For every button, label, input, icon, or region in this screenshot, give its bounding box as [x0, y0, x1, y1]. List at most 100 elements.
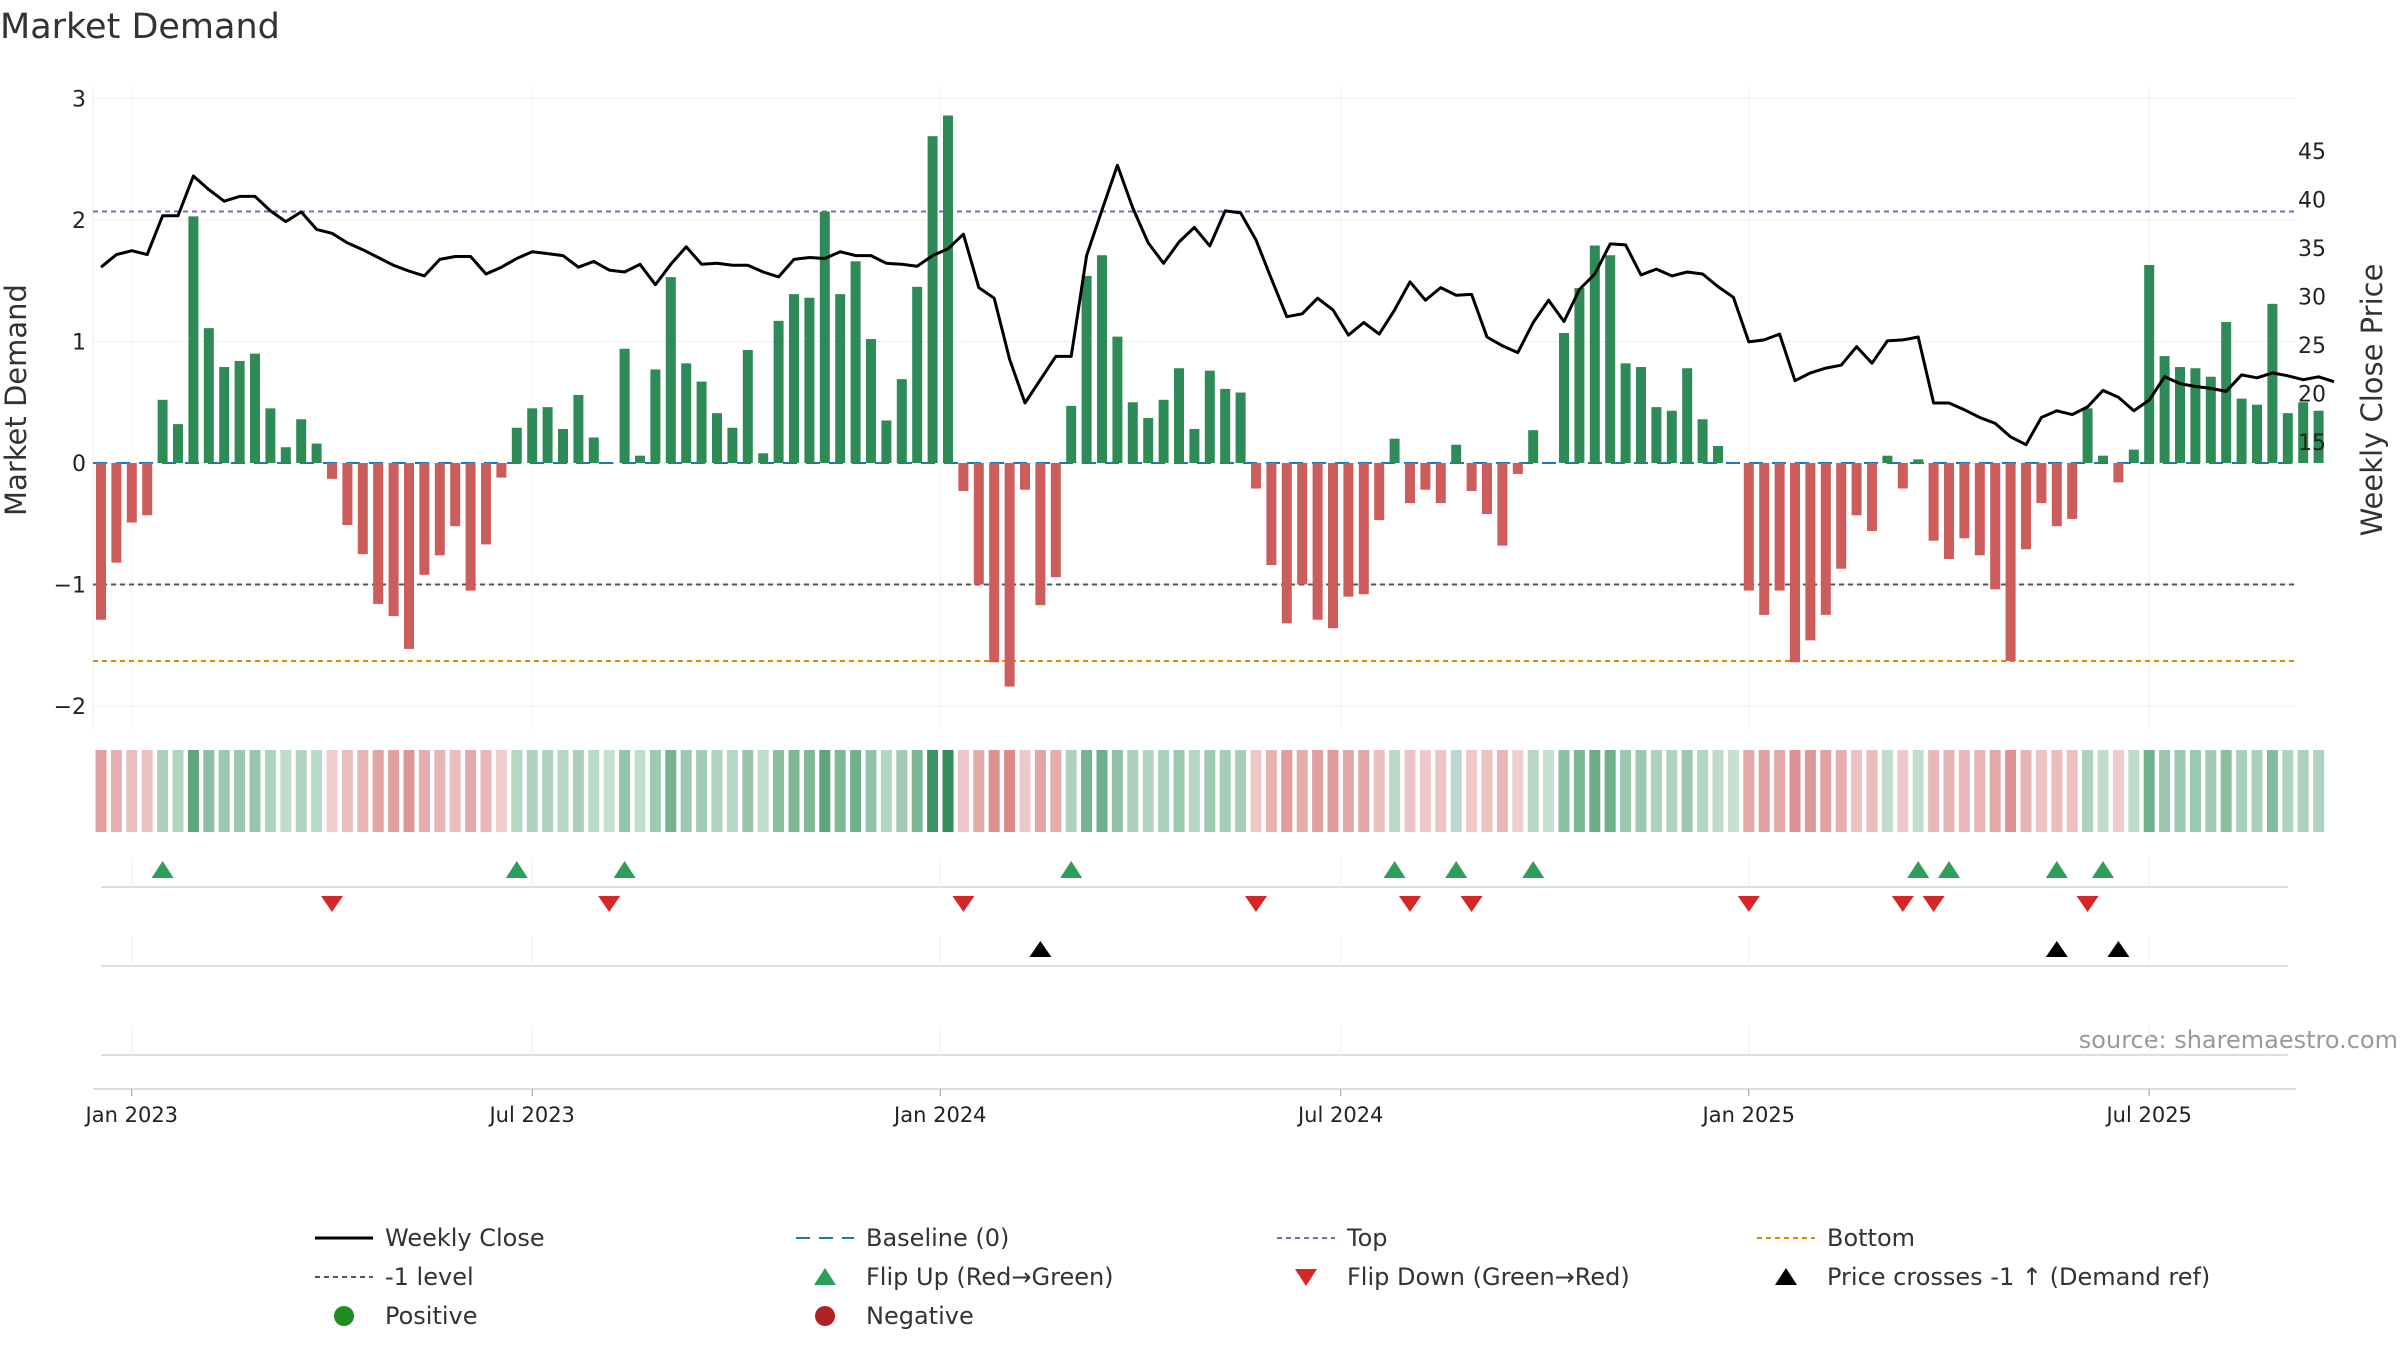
demand-bar-106: [1728, 463, 1739, 464]
heat-cell-44: [773, 750, 785, 832]
demand-bar-38: [681, 363, 692, 463]
flip-up-marker-4: [1383, 861, 1406, 878]
heat-cell-53: [911, 750, 923, 832]
flip-down-marker-1: [598, 896, 621, 912]
demand-bar-96: [1574, 288, 1585, 463]
demand-bar-27: [511, 427, 522, 463]
heat-cell-103: [1681, 750, 1693, 832]
demand-bar-2: [126, 463, 137, 523]
heat-cell-84: [1389, 750, 1401, 832]
demand-bar-12: [280, 447, 291, 463]
y-axis-left-label: Market Demand: [0, 284, 33, 516]
flip-up-marker-1: [505, 861, 528, 878]
demand-bar-15: [327, 463, 337, 479]
demand-bar-73: [1220, 388, 1231, 463]
demand-bar-117: [1897, 463, 1908, 489]
heat-cell-11: [264, 750, 276, 832]
demand-bar-116: [1882, 455, 1893, 463]
heat-cell-134: [2159, 750, 2171, 832]
demand-bar-134: [2159, 356, 2170, 463]
heat-cell-119: [1928, 750, 1940, 832]
heat-cell-32: [588, 750, 600, 832]
demand-bar-8: [219, 367, 230, 463]
demand-bar-52: [896, 379, 907, 463]
heat-cell-75: [1250, 750, 1262, 832]
demand-bar-43: [758, 453, 769, 463]
demand-bar-143: [2298, 402, 2309, 463]
heat-cell-111: [1804, 750, 1816, 832]
legend-label-baseline: Baseline (0): [866, 1224, 1009, 1252]
demand-bar-109: [1774, 463, 1785, 591]
heat-cell-27: [511, 750, 523, 832]
legend-item-flip-down: Flip Down (Green→Red): [1295, 1263, 1630, 1291]
y-left-tick-1: 2: [72, 209, 86, 234]
heat-cell-46: [803, 750, 815, 832]
heat-cell-86: [1419, 750, 1431, 832]
demand-bar-127: [2051, 463, 2062, 527]
demand-bar-51: [881, 420, 892, 463]
demand-bar-87: [1435, 463, 1446, 504]
demand-bar-5: [173, 424, 183, 463]
heat-cell-35: [634, 750, 646, 832]
demand-bar-10: [250, 353, 260, 463]
heat-cell-7: [203, 750, 215, 832]
heat-cell-65: [1096, 750, 1108, 832]
demand-bar-3: [142, 463, 153, 516]
demand-bar-62: [1050, 463, 1061, 578]
heat-cell-118: [1912, 750, 1924, 832]
legend-label-cross: Price crosses -1 ↑ (Demand ref): [1827, 1263, 2210, 1291]
heat-cell-120: [1943, 750, 1955, 832]
demand-bar-1: [111, 463, 122, 563]
demand-bar-42: [742, 350, 753, 463]
demand-bar-141: [2267, 303, 2278, 463]
demand-bar-25: [481, 463, 491, 545]
demand-bar-92: [1512, 463, 1523, 474]
heat-cell-87: [1435, 750, 1447, 832]
heat-cell-34: [619, 750, 631, 832]
heat-cell-40: [711, 750, 723, 832]
heat-cell-81: [1342, 750, 1354, 832]
heat-cell-127: [2051, 750, 2063, 832]
heat-cell-125: [2020, 750, 2032, 832]
y-right-tick-6: 15: [2298, 431, 2326, 456]
price-cross-marker-1: [2045, 941, 2068, 957]
demand-bar-105: [1713, 445, 1723, 463]
heat-cell-5: [172, 750, 184, 832]
flip-up-marker-8: [1938, 861, 1960, 878]
demand-bar-61: [1035, 463, 1046, 606]
demand-bar-33: [604, 463, 615, 464]
demand-bar-89: [1466, 463, 1477, 491]
legend-item-bottom: Bottom: [1757, 1224, 1915, 1252]
demand-bar-30: [558, 428, 568, 463]
heat-cell-63: [1065, 750, 1077, 832]
heat-cell-59: [1004, 750, 1016, 832]
demand-bar-7: [203, 328, 214, 463]
heat-cell-123: [1989, 750, 2001, 832]
demand-bar-133: [2144, 264, 2155, 463]
heat-cell-144: [2313, 750, 2325, 832]
demand-bar-131: [2113, 463, 2124, 483]
heat-cell-58: [988, 750, 1000, 832]
heat-cell-70: [1173, 750, 1185, 832]
demand-bar-58: [989, 463, 1000, 663]
heat-cell-94: [1543, 750, 1555, 832]
date-tick-3: Jul 2024: [1296, 1103, 1383, 1127]
demand-bar-77: [1281, 463, 1292, 624]
y-right-tick-1: 40: [2298, 188, 2326, 213]
heat-cell-4: [157, 750, 169, 832]
heat-cell-79: [1312, 750, 1324, 832]
legend-label-weekly-close: Weekly Close: [385, 1224, 545, 1252]
demand-bar-64: [1081, 275, 1092, 463]
demand-bar-118: [1913, 459, 1924, 463]
flip-up-marker-0: [151, 861, 174, 878]
heat-cell-31: [572, 750, 584, 832]
flip-up-marker-3: [1060, 861, 1083, 878]
heat-cell-71: [1188, 750, 1200, 832]
heat-cell-48: [834, 750, 846, 832]
legend-label-negative: Negative: [866, 1302, 974, 1330]
price-cross-marker-0: [1029, 941, 1052, 957]
date-tick-5: Jul 2025: [2104, 1103, 2191, 1127]
heat-cell-124: [2005, 750, 2017, 832]
demand-heat-strip: [95, 750, 2325, 832]
